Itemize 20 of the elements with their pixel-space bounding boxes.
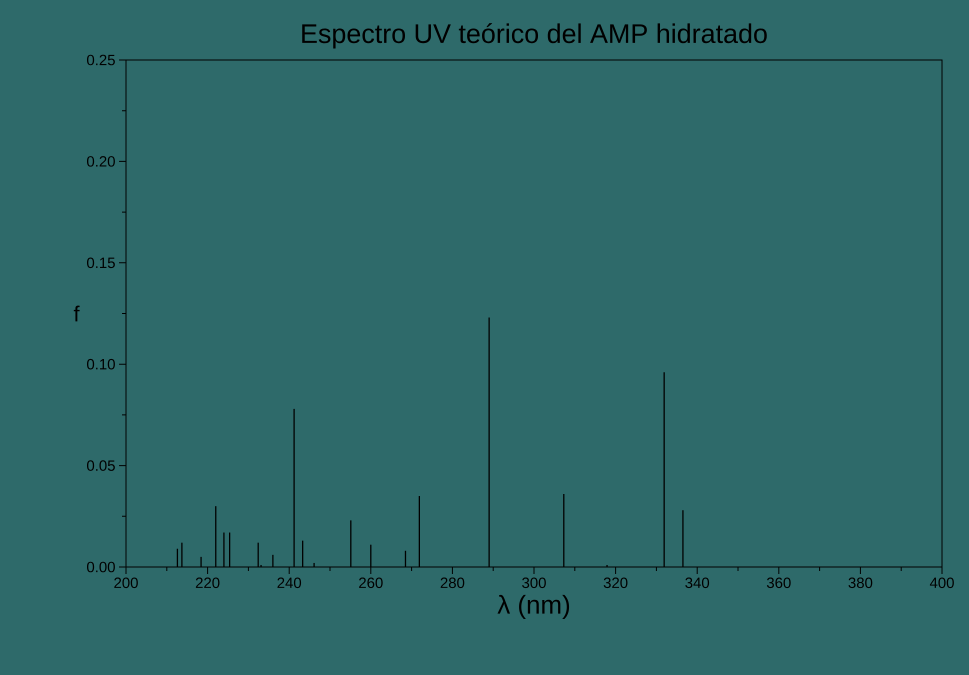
x-tick-label: 260 <box>359 577 383 588</box>
x-tick-label: 240 <box>277 577 302 588</box>
y-tick-label: 0.15 <box>87 258 115 268</box>
x-tick-label: 320 <box>604 577 628 588</box>
y-axis-title: f <box>74 306 80 322</box>
y-tick-label: 0.20 <box>87 156 115 167</box>
x-tick-label: 280 <box>440 577 464 588</box>
x-tick-label: 400 <box>930 577 954 588</box>
x-tick-label: 380 <box>848 577 872 588</box>
y-tick-label: 0.05 <box>87 460 115 471</box>
x-tick-label: 340 <box>685 577 710 588</box>
x-axis-title: λ (nm) <box>497 594 570 620</box>
x-tick-label: 220 <box>196 577 220 588</box>
y-tick-label: 0.10 <box>87 358 115 370</box>
y-tick-label: 0.25 <box>87 54 115 66</box>
chart-title: Espectro UV teórico del AMP hidratado <box>302 23 767 48</box>
y-tick-label: 0.00 <box>87 562 115 572</box>
x-tick-label: 200 <box>114 577 138 588</box>
x-tick-label: 360 <box>766 577 791 588</box>
x-tick-label: 300 <box>522 577 546 588</box>
